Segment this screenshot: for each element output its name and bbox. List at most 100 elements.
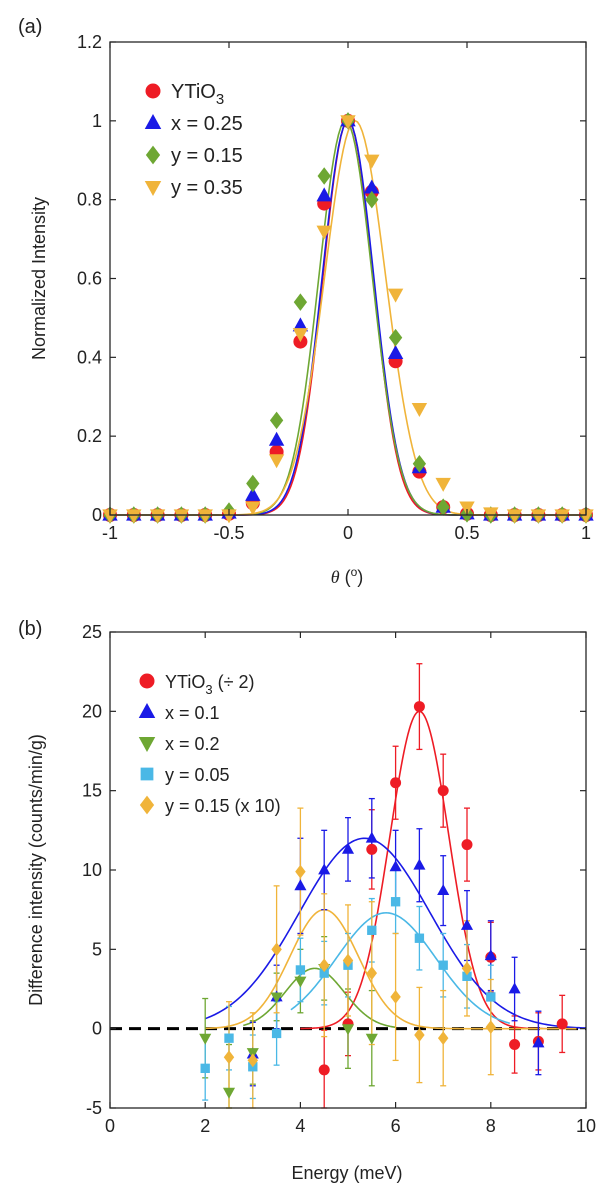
b-data-point [295, 864, 306, 879]
b-data-point [461, 961, 473, 976]
b-data-point [341, 842, 355, 854]
a-data-point [435, 477, 451, 492]
panel-b-xlabel: Energy (meV) [291, 1163, 402, 1183]
b-ytick-label: 5 [92, 939, 102, 959]
a-data-point [149, 509, 166, 524]
b-data-point [318, 958, 330, 973]
a-data-point [411, 402, 428, 417]
b-xtick-label: 0 [105, 1116, 115, 1136]
a-data-point [316, 225, 332, 240]
b-data-point [414, 933, 425, 943]
a-data-point [245, 486, 261, 501]
b-xtick-label: 2 [200, 1116, 210, 1136]
panel-a: (a) Normalized Intensity θ (o) -1 -0.5 0 0.… [18, 16, 594, 587]
b-xtick-label: 4 [295, 1116, 305, 1136]
b-data-point [484, 949, 497, 961]
panel-b-legend: YTiO3 (÷ 2) x = 0.1 x = 0.2 y = 0.05 y = 0.1… [138, 672, 281, 816]
b-data-point [460, 918, 474, 930]
b-ytick-label: 0 [92, 1019, 102, 1039]
b-ytick-label: -5 [86, 1098, 102, 1118]
a-ytick-label: 0.8 [77, 190, 102, 210]
b-data-point [390, 777, 402, 789]
a-legend-label: y = 0.35 [171, 177, 243, 199]
b-xtick-label: 10 [576, 1116, 596, 1136]
b-data-point [414, 1028, 425, 1042]
a-legend-marker [144, 181, 162, 196]
b-data-point [271, 942, 282, 957]
a-legend-label: y = 0.15 [171, 145, 243, 167]
b-legend-marker [140, 767, 154, 781]
a-data-point [506, 509, 523, 524]
panel-b-label: (b) [18, 618, 42, 640]
panel-b-ylabel: Difference intensity (counts/min/g) [26, 734, 46, 1006]
a-data-point [365, 190, 379, 209]
b-data-point [437, 1031, 449, 1046]
b-data-point [390, 990, 401, 1004]
b-data-point [438, 960, 448, 970]
b-ytick-label: 15 [82, 781, 102, 801]
b-xtick-label: 8 [486, 1116, 496, 1136]
b-data-point [366, 843, 378, 855]
a-data-point [387, 344, 404, 359]
a-ytick-label: 0.4 [77, 347, 102, 367]
a-data-point [173, 509, 190, 524]
a-legend-label: x = 0.25 [171, 113, 243, 135]
b-data-point [295, 965, 306, 975]
b-data-point [200, 1063, 210, 1074]
b-data-point [437, 884, 450, 896]
a-data-point [554, 509, 570, 524]
b-data-point [390, 897, 401, 907]
b-data-point [224, 1033, 234, 1043]
b-legend-label: y = 0.05 [165, 765, 230, 785]
a-data-point [530, 509, 547, 524]
b-legend-marker [139, 673, 155, 689]
a-data-point [292, 317, 309, 332]
b-data-point [367, 925, 377, 935]
b-data-point [341, 1024, 355, 1036]
b-data-point [462, 971, 472, 981]
a-data-point [388, 328, 403, 347]
a-data-point [412, 455, 427, 473]
b-ytick-label: 20 [82, 701, 102, 721]
b-legend-marker [138, 703, 156, 718]
b-fit-line [243, 967, 396, 1029]
b-data-point [342, 953, 354, 968]
b-xtick-label: 6 [391, 1116, 401, 1136]
b-data-point [199, 1033, 212, 1045]
a-data-point [292, 328, 309, 343]
a-legend-marker [145, 83, 161, 99]
a-data-point [316, 187, 332, 202]
b-data-point [294, 976, 307, 988]
b-data-point [271, 1028, 282, 1039]
a-data-point [317, 167, 331, 185]
panel-a-xlabel: θ (o) [331, 565, 364, 587]
a-ytick-label: 1 [92, 111, 102, 131]
b-ytick-label: 25 [82, 622, 102, 642]
a-data-point [293, 293, 308, 311]
b-data-point [556, 1018, 568, 1030]
a-data-point [364, 179, 380, 194]
b-data-point [461, 839, 473, 851]
a-legend-label: YTiO3 [171, 81, 224, 108]
a-data-point [269, 411, 284, 430]
b-legend-marker [138, 737, 156, 752]
b-data-point [318, 1064, 330, 1076]
a-xtick-label: 1 [581, 523, 591, 543]
panel-b: (b) Difference intensity (counts/min/g) … [18, 618, 596, 1183]
b-data-point [365, 831, 378, 843]
b-data-point [319, 968, 329, 978]
b-data-point [318, 863, 331, 875]
b-ytick-label: 10 [82, 860, 102, 880]
panel-a-ylabel: Normalized Intensity [29, 197, 49, 360]
b-legend-marker [139, 795, 155, 815]
b-legend-label: x = 0.2 [165, 734, 220, 754]
panel-a-label: (a) [18, 16, 42, 38]
a-data-point [126, 509, 142, 524]
b-data-point [294, 879, 307, 891]
a-data-point [246, 474, 260, 493]
a-ytick-label: 0.2 [77, 426, 102, 446]
b-data-point [413, 701, 425, 713]
panel-a-legend: YTiO3 x = 0.25 y = 0.15 y = 0.35 [144, 81, 243, 199]
a-data-point [364, 154, 380, 169]
